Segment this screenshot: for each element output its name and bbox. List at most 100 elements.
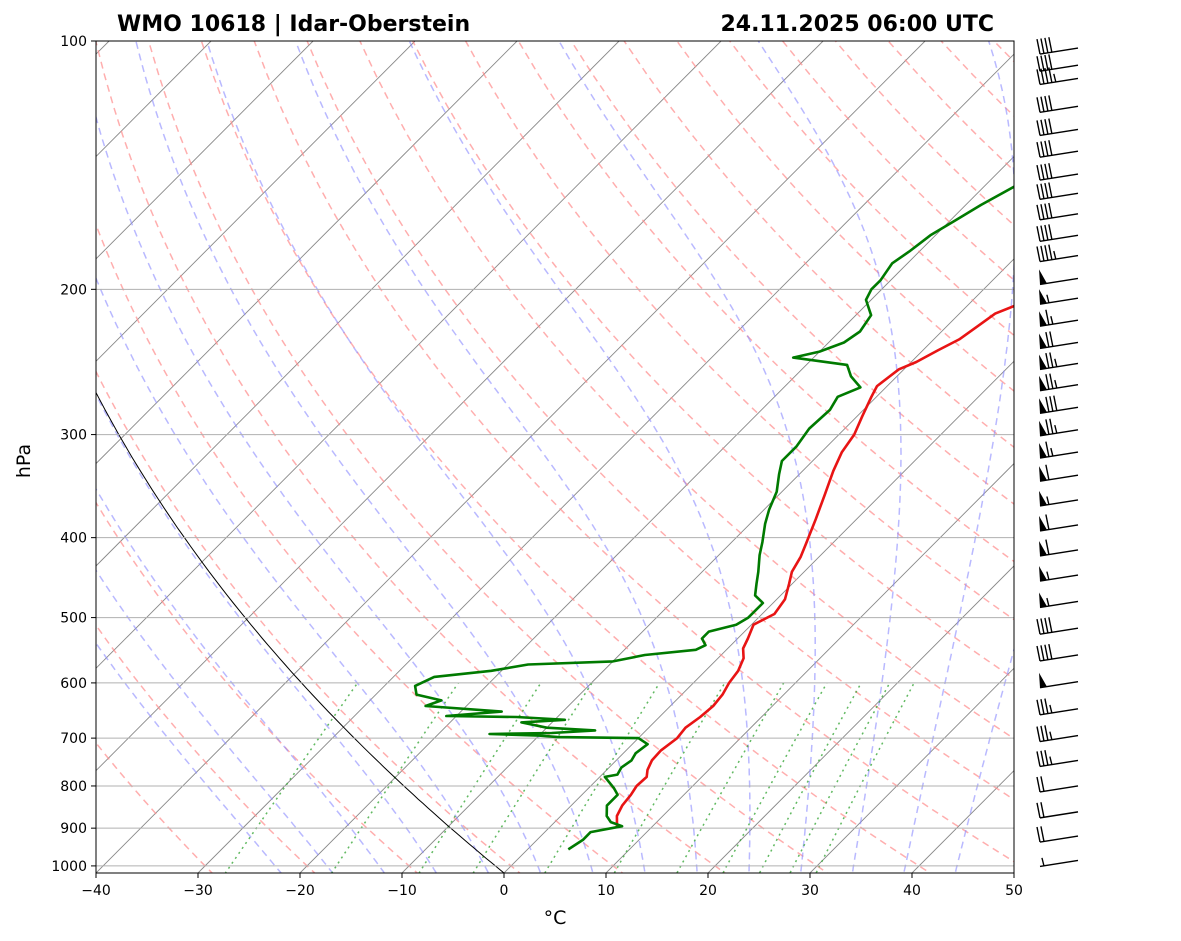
wind-barb — [1036, 750, 1079, 768]
wind-barb — [1039, 441, 1079, 459]
y-tick-label: 1000 — [51, 859, 87, 875]
mixing-ratio-line — [676, 682, 785, 873]
wind-barb — [1036, 163, 1079, 181]
moist-adiabat-line — [954, 646, 1014, 873]
isotherm-line — [605, 462, 1014, 873]
mixing-ratio-line — [789, 682, 891, 873]
mixing-ratio-line — [758, 682, 862, 873]
y-tick-label: 500 — [60, 611, 87, 627]
mixing-ratio-line — [613, 682, 726, 873]
dry-adiabat-line — [412, 41, 1014, 680]
isotherm-line — [197, 53, 1014, 873]
dry-adiabat-line — [96, 222, 624, 873]
wind-barb — [1039, 373, 1079, 392]
wind-barb — [1039, 566, 1079, 582]
y-tick-label: 400 — [60, 531, 87, 547]
wind-barb — [1039, 514, 1079, 532]
x-tick-label: 0 — [500, 883, 509, 899]
isotherm-line — [96, 41, 518, 465]
dry-adiabat-line — [517, 41, 1014, 563]
wind-barb — [1039, 857, 1079, 868]
x-tick-label: −30 — [183, 883, 213, 899]
isotherm-line — [299, 155, 1014, 873]
wind-barb — [1039, 289, 1079, 305]
wind-barb — [1036, 95, 1079, 114]
moist-adiabat-line — [96, 392, 438, 873]
wind-barb — [1039, 539, 1079, 557]
moist-adiabat-line — [206, 41, 646, 873]
dry-adiabat-line — [147, 41, 829, 873]
y-tick-label: 700 — [60, 731, 87, 747]
chart-title-datetime: 24.11.2025 06:00 UTC — [720, 12, 994, 37]
plot-frame — [95, 40, 1015, 874]
chart-title-station: WMO 10618 | Idar-Oberstein — [117, 12, 470, 37]
x-axis-ticks: −40 −30 −20 −10 0 10 20 30 40 50 — [81, 873, 1023, 899]
moist-adiabat-line — [96, 276, 490, 873]
wind-barb — [1036, 224, 1079, 242]
moist-adiabat-line — [135, 41, 594, 873]
isotherm-line — [707, 565, 1014, 873]
y-tick-label: 100 — [60, 34, 87, 50]
y-axis-label: hPa — [13, 444, 35, 478]
x-tick-label: −20 — [285, 883, 315, 899]
wind-barb — [1039, 418, 1079, 437]
wind-barb — [1036, 802, 1079, 819]
wind-barb — [1036, 140, 1079, 158]
moist-adiabat-line — [96, 487, 386, 873]
wind-barb — [1039, 592, 1079, 609]
mixing-ratio-line — [815, 682, 915, 873]
temperature-trace — [615, 304, 1014, 827]
wind-barb — [1039, 269, 1079, 286]
x-tick-label: −10 — [387, 883, 417, 899]
y-axis-ticks: 100 200 300 400 500 600 700 800 900 1000 — [51, 34, 96, 875]
x-tick-label: 20 — [699, 883, 717, 899]
x-axis-label: °C — [544, 907, 567, 929]
dry-adiabat-line — [359, 41, 1014, 740]
reference-lines — [96, 41, 1014, 873]
pressure-gridlines — [96, 288, 1014, 867]
wind-barb — [1039, 672, 1079, 689]
mixing-ratio-line — [543, 682, 661, 873]
x-tick-label: −40 — [81, 883, 111, 899]
y-tick-label: 300 — [60, 428, 87, 444]
wind-barb — [1036, 54, 1079, 72]
wind-barb — [1039, 309, 1079, 327]
dry-adiabat-line — [96, 370, 521, 873]
mixing-ratio-line — [722, 682, 828, 873]
wind-barb — [1036, 643, 1079, 662]
parcel-reference-line — [96, 391, 505, 873]
mixing-ratio-line — [472, 682, 593, 873]
mixing-ratio-line — [330, 682, 459, 873]
sounding-traces — [413, 185, 1014, 851]
wind-barb — [1039, 395, 1079, 414]
isotherm-line — [96, 41, 416, 362]
wind-barb — [1036, 202, 1079, 221]
moist-adiabat-line — [757, 41, 902, 873]
x-tick-label: 30 — [801, 883, 819, 899]
isotherm-line — [96, 41, 620, 567]
isotherm-line — [96, 41, 824, 772]
dry-adiabat-line — [96, 501, 419, 873]
wind-barb — [1036, 725, 1079, 743]
isotherm-line — [503, 360, 1014, 873]
x-tick-label: 40 — [903, 883, 921, 899]
wind-barb — [1036, 67, 1079, 86]
dry-adiabat-line — [676, 41, 1014, 393]
y-tick-label: 600 — [60, 676, 87, 692]
wind-barb — [1036, 244, 1079, 263]
moist-adiabat-line — [294, 41, 698, 873]
wind-barb — [1036, 698, 1079, 716]
moist-adiabat-line — [96, 114, 542, 873]
mixing-ratio-line — [224, 682, 359, 873]
wind-barb — [1039, 352, 1079, 371]
x-tick-label: 10 — [597, 883, 615, 899]
isotherm-line — [96, 41, 314, 260]
wind-barb — [1036, 37, 1079, 55]
wind-barb — [1036, 826, 1079, 843]
wind-barb — [1036, 118, 1079, 137]
isotherm-line — [96, 41, 722, 669]
isotherm-line — [809, 667, 1014, 873]
wind-barb — [1036, 617, 1079, 635]
